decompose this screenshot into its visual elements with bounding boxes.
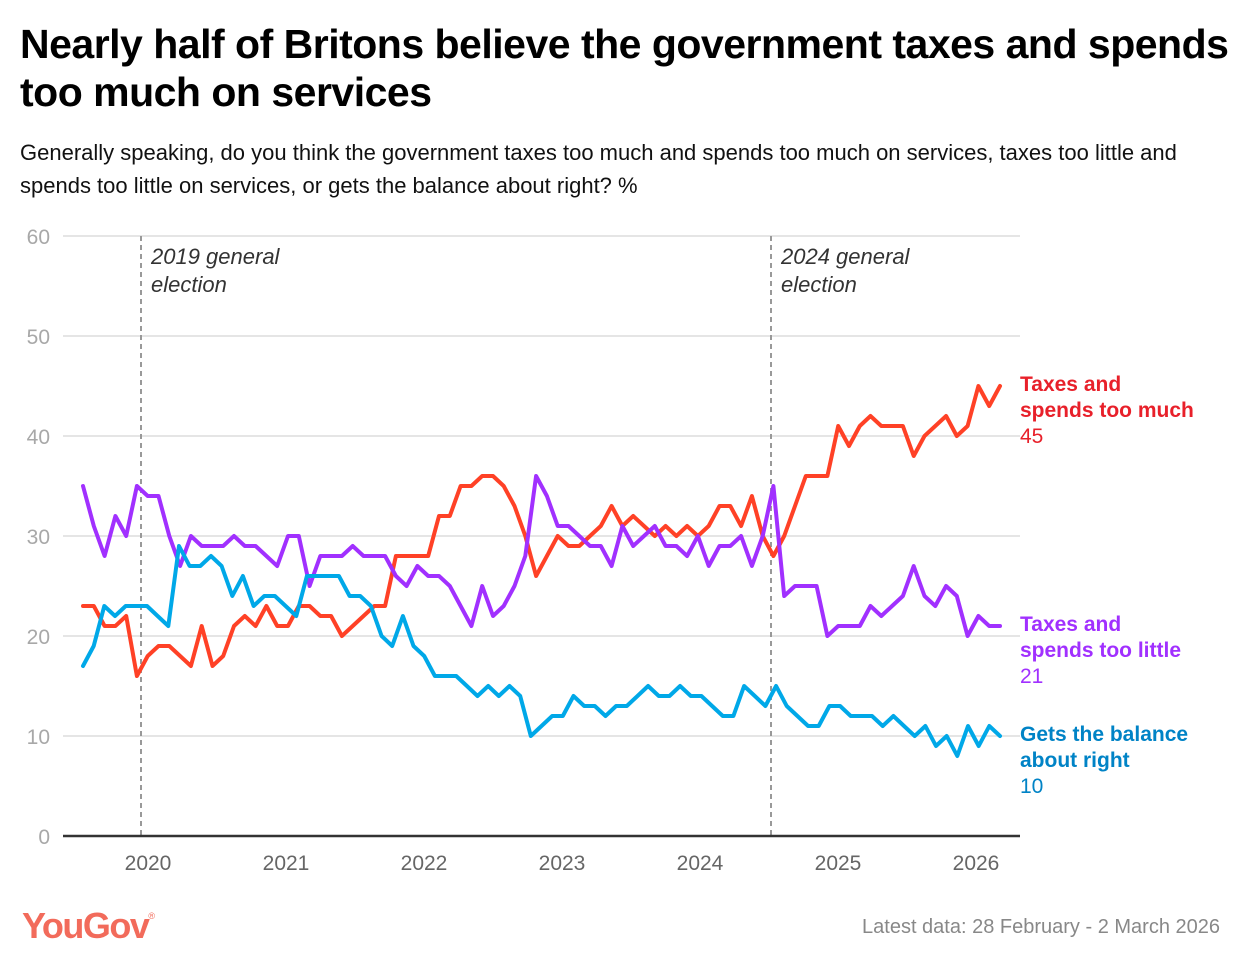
series-last-value: 21 (1020, 665, 1044, 688)
election-label: election (151, 272, 227, 297)
y-tick-label: 50 (27, 326, 50, 349)
series-label-line2: spends too little (1020, 639, 1182, 662)
election-annotations: 2019 general election 2024 general election (140, 236, 911, 836)
series-lines (81, 384, 1002, 758)
y-tick-label: 30 (27, 526, 50, 549)
y-tick-label: 10 (27, 726, 50, 749)
x-tick-label: 2024 (677, 852, 724, 875)
registered-mark: ® (148, 911, 155, 921)
y-tick-label: 40 (27, 426, 50, 449)
y-tick-label: 0 (38, 826, 50, 849)
y-tick-label: 20 (27, 626, 50, 649)
yougov-logo: YouGov® (22, 905, 155, 947)
series-line-2 (81, 544, 1002, 758)
x-tick-label: 2021 (263, 852, 310, 875)
x-tick-label: 2020 (125, 852, 172, 875)
series-label-too-little: Taxes and spends too little 21 (1020, 612, 1235, 690)
x-tick-label: 2023 (539, 852, 586, 875)
series-line-1 (81, 474, 1002, 638)
chart-title: Nearly half of Britons believe the gover… (20, 21, 1229, 115)
series-label-too-much: Taxes and spends too much 45 (1020, 372, 1235, 450)
series-label-line1: Taxes and (1020, 613, 1122, 636)
x-tick-label: 2026 (953, 852, 1000, 875)
series-line-0 (81, 384, 1002, 678)
series-last-value: 45 (1020, 425, 1044, 448)
chart-subtitle: Generally speaking, do you think the gov… (20, 140, 1177, 198)
y-tick-label: 60 (27, 226, 50, 249)
y-axis-ticks: 0 10 20 30 40 50 60 (27, 226, 50, 849)
latest-data-note: Latest data: 28 February - 2 March 2026 (862, 916, 1220, 938)
x-axis-ticks: 2020 2021 2022 2023 2024 2025 2026 (125, 852, 1000, 875)
series-label-line1: Gets the balance (1020, 723, 1189, 746)
x-tick-label: 2022 (401, 852, 448, 875)
election-label: election (781, 272, 857, 297)
x-tick-label: 2025 (815, 852, 862, 875)
election-label: 2024 general (780, 244, 911, 269)
series-label-line1: Taxes and (1020, 373, 1122, 396)
series-label-about-right: Gets the balance about right 10 (1020, 722, 1235, 800)
series-label-line2: about right (1020, 749, 1130, 772)
series-label-line2: spends too much (1020, 399, 1194, 422)
logo-text: YouGov (22, 905, 150, 946)
election-label: 2019 general (150, 244, 281, 269)
series-last-value: 10 (1020, 775, 1044, 798)
gridlines (63, 235, 1020, 737)
